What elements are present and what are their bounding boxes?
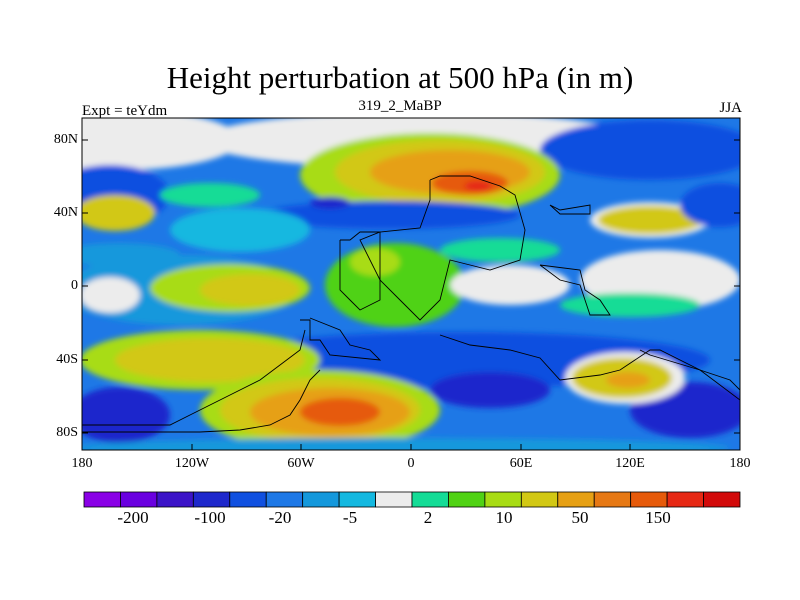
lat-tick-label: 40S <box>56 352 78 367</box>
colorbar-swatch <box>302 491 340 508</box>
colorbar-swatch <box>120 491 158 508</box>
colorbar-swatch <box>557 491 595 508</box>
lon-tick-label: 60E <box>509 456 533 471</box>
colorbar-swatch <box>703 491 741 508</box>
colorbar-swatch <box>265 491 304 508</box>
colorbar-label: -200 <box>117 508 149 527</box>
case-label: 319_2_MaBP <box>358 98 442 114</box>
plot-title: Height perturbation at 500 hPa (in m) <box>166 60 634 95</box>
experiment-label: Expt = teYdm <box>82 103 168 119</box>
colorbar-swatch <box>192 491 231 508</box>
colorbar-label: -100 <box>194 508 226 527</box>
colorbar-swatch <box>630 491 668 508</box>
lon-tick-label: 60W <box>287 456 315 471</box>
colorbar-label: -20 <box>268 508 292 527</box>
lon-tick-label: 0 <box>407 456 415 471</box>
colorbar-label: 50 <box>571 508 589 527</box>
colorbar-label: 2 <box>423 508 433 527</box>
lon-tick-label: 180 <box>729 456 751 471</box>
colorbar-swatch <box>448 491 486 508</box>
colorbar-label: -5 <box>342 508 358 527</box>
colorbar-label: 10 <box>495 508 513 527</box>
colorbar-swatch <box>593 491 632 508</box>
colorbar-swatch <box>411 491 449 508</box>
lon-ticks <box>81 444 741 450</box>
lat-ticks <box>82 139 740 434</box>
height-field <box>82 118 740 450</box>
colorbar <box>83 491 741 508</box>
lat-tick-label: 80S <box>56 425 78 440</box>
colorbar-swatch <box>156 491 194 508</box>
colorbar-swatch <box>229 491 267 508</box>
colorbar-swatch <box>484 491 522 508</box>
colorbar-label: 150 <box>645 508 671 527</box>
lon-tick-label: 120E <box>615 456 645 471</box>
lon-tick-label: 180 <box>71 456 93 471</box>
colorbar-swatch <box>83 491 121 508</box>
season-label: JJA <box>719 100 742 116</box>
colorbar-swatch <box>666 491 704 508</box>
lat-tick-label: 40N <box>53 205 78 220</box>
coastline-outlines <box>82 175 740 433</box>
lon-tick-label: 120W <box>174 456 210 471</box>
colorbar-swatch <box>375 491 413 508</box>
lat-tick-label: 0 <box>71 278 78 293</box>
colorbar-swatch <box>520 491 559 508</box>
colorbar-swatch <box>338 491 376 508</box>
lat-tick-label: 80N <box>53 132 78 147</box>
